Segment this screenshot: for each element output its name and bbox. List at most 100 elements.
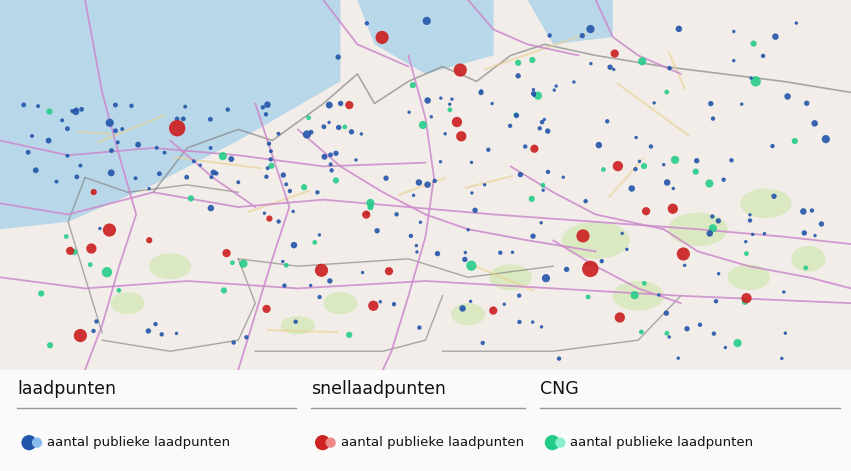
Point: [511, 72, 525, 80]
Point: [420, 17, 433, 24]
Point: [55, 116, 69, 124]
Point: [277, 282, 291, 289]
Point: [797, 229, 811, 237]
Ellipse shape: [668, 212, 728, 246]
Point: [740, 294, 753, 302]
Point: [660, 89, 673, 96]
Point: [745, 231, 759, 238]
Point: [534, 219, 548, 227]
Point: [450, 118, 464, 126]
Point: [329, 149, 343, 157]
Point: [608, 50, 621, 57]
Point: [93, 225, 106, 232]
Point: [533, 124, 546, 132]
Point: [459, 249, 472, 256]
Point: [475, 87, 488, 95]
Point: [203, 144, 217, 152]
Point: [264, 155, 277, 163]
Point: [536, 181, 550, 189]
Point: [216, 153, 230, 160]
Point: [283, 187, 297, 195]
Point: [595, 257, 608, 265]
Point: [434, 158, 448, 165]
Point: [407, 192, 420, 199]
Point: [639, 207, 653, 215]
Point: [324, 439, 338, 447]
Point: [203, 115, 217, 123]
Point: [799, 264, 813, 272]
Point: [204, 204, 218, 212]
Point: [725, 156, 739, 164]
Point: [360, 19, 374, 27]
Point: [743, 211, 757, 219]
Point: [226, 259, 239, 267]
Point: [180, 173, 193, 181]
Text: CNG: CNG: [540, 380, 580, 398]
Point: [29, 167, 43, 174]
Point: [743, 217, 757, 224]
Point: [271, 130, 285, 138]
Point: [552, 355, 566, 362]
Point: [345, 128, 358, 136]
Point: [324, 161, 338, 168]
Ellipse shape: [489, 264, 532, 290]
Point: [576, 232, 590, 240]
Point: [287, 241, 300, 249]
Point: [374, 298, 387, 306]
Point: [637, 162, 651, 170]
Point: [421, 97, 435, 104]
Point: [461, 226, 475, 234]
Point: [100, 268, 114, 276]
Point: [580, 260, 593, 268]
Point: [387, 300, 401, 308]
Point: [613, 314, 626, 321]
Point: [103, 226, 117, 234]
Point: [630, 134, 643, 141]
Point: [313, 293, 327, 301]
Point: [21, 148, 35, 156]
Point: [17, 101, 31, 109]
Point: [431, 250, 444, 257]
Point: [316, 439, 329, 447]
Point: [749, 78, 762, 85]
Point: [410, 248, 424, 256]
Point: [465, 262, 478, 269]
Point: [323, 101, 336, 109]
Point: [487, 307, 500, 314]
Point: [628, 292, 642, 299]
Point: [428, 177, 442, 185]
Text: snellaadpunten: snellaadpunten: [311, 380, 445, 398]
Point: [560, 266, 574, 273]
Point: [416, 121, 430, 129]
Point: [531, 92, 545, 99]
Point: [227, 339, 241, 346]
Point: [503, 122, 517, 130]
Point: [797, 208, 810, 215]
Point: [66, 107, 79, 115]
Point: [329, 177, 343, 184]
Point: [276, 258, 289, 265]
Point: [663, 65, 677, 72]
Point: [356, 269, 369, 276]
Point: [779, 329, 792, 337]
Ellipse shape: [149, 253, 191, 279]
Point: [808, 120, 821, 127]
Point: [547, 86, 561, 94]
Point: [739, 238, 752, 245]
Point: [526, 318, 540, 326]
Point: [505, 249, 519, 256]
Point: [220, 249, 233, 257]
Point: [69, 108, 83, 115]
Point: [636, 57, 649, 65]
Point: [800, 99, 814, 107]
Point: [757, 52, 770, 60]
Point: [526, 232, 540, 240]
Polygon shape: [0, 0, 851, 370]
Point: [543, 32, 557, 39]
Point: [258, 210, 271, 217]
Ellipse shape: [451, 303, 485, 325]
Point: [767, 193, 780, 200]
Point: [323, 151, 337, 159]
Point: [261, 164, 275, 172]
Point: [603, 64, 617, 71]
